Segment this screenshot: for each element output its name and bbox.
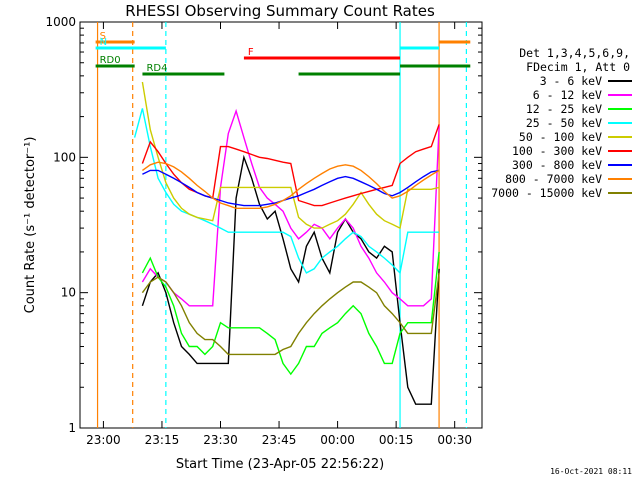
y-tick-label: 1 — [68, 421, 76, 435]
legend-label: 3 - 6 keV — [539, 74, 602, 88]
x-tick-label: 23:00 — [86, 433, 121, 447]
legend-swatch — [608, 164, 632, 166]
y-tick-label: 1000 — [45, 15, 76, 29]
series-line — [133, 108, 440, 275]
series-line — [141, 161, 440, 210]
series-line — [141, 124, 440, 207]
x-tick-label: 00:15 — [379, 433, 414, 447]
legend-label: 7000 - 15000 keV — [491, 186, 602, 200]
x-tick-label: 00:00 — [320, 433, 355, 447]
flag-bar-label: N — [100, 37, 107, 48]
y-tick-label: 100 — [53, 150, 76, 164]
flag-bar-label: RD0 — [100, 55, 121, 66]
legend-swatch — [608, 108, 632, 110]
series-line — [141, 81, 440, 230]
legend-item: 800 - 7000 keV — [474, 172, 638, 186]
generation-timestamp: 16-Oct-2021 08:11 — [550, 467, 632, 476]
x-axis-label: Start Time (23-Apr-05 22:56:22) — [176, 457, 384, 472]
legend-label: 50 - 100 keV — [518, 130, 602, 144]
flag-bar-label: RD4 — [146, 63, 167, 74]
series-line — [141, 108, 440, 307]
legend-swatch — [608, 94, 632, 96]
x-tick-label: 23:15 — [145, 433, 180, 447]
series-line — [141, 154, 440, 405]
legend-label: 25 - 50 keV — [525, 116, 602, 130]
legend-item: 7000 - 15000 keV — [474, 186, 638, 200]
y-tick-label: 10 — [61, 286, 76, 300]
legend-label: 300 - 800 keV — [511, 158, 602, 172]
x-tick-label: 23:30 — [203, 433, 238, 447]
x-tick-label: 23:45 — [262, 433, 297, 447]
legend-item: 6 - 12 keV — [474, 88, 638, 102]
legend-swatch — [608, 178, 632, 180]
legend-header-2: FDecim 1, Att 0 — [526, 60, 630, 74]
legend-swatch — [608, 192, 632, 194]
legend-item: 3 - 6 keV — [474, 74, 638, 88]
series-line — [141, 272, 440, 356]
x-tick-label: 00:30 — [437, 433, 472, 447]
legend-item: 50 - 100 keV — [474, 130, 638, 144]
legend-swatch — [608, 150, 632, 152]
legend-item: 100 - 300 keV — [474, 144, 638, 158]
legend-item: 300 - 800 keV — [474, 158, 638, 172]
legend-swatch — [608, 80, 632, 82]
chart-title: RHESSI Observing Summary Count Rates — [125, 2, 435, 20]
plot-frame — [79, 21, 483, 429]
legend-header-1: Det 1,3,4,5,6,9, — [519, 46, 630, 60]
legend-label: 800 - 7000 keV — [505, 172, 602, 186]
legend-label: 12 - 25 keV — [525, 102, 602, 116]
legend-label: 6 - 12 keV — [532, 88, 602, 102]
y-axis-label: Count Rate (s⁻¹ detector⁻¹) — [23, 137, 38, 314]
legend-swatch — [608, 136, 632, 138]
series-line — [141, 251, 440, 376]
flag-bar-label: S — [100, 31, 106, 42]
chart-legend: Det 1,3,4,5,6,9, FDecim 1, Att 0 3 - 6 k… — [474, 46, 638, 200]
legend-label: 100 - 300 keV — [511, 144, 602, 158]
legend-item: 25 - 50 keV — [474, 116, 638, 130]
flag-bar-label: F — [248, 47, 254, 58]
legend-item: 12 - 25 keV — [474, 102, 638, 116]
legend-swatch — [608, 122, 632, 124]
